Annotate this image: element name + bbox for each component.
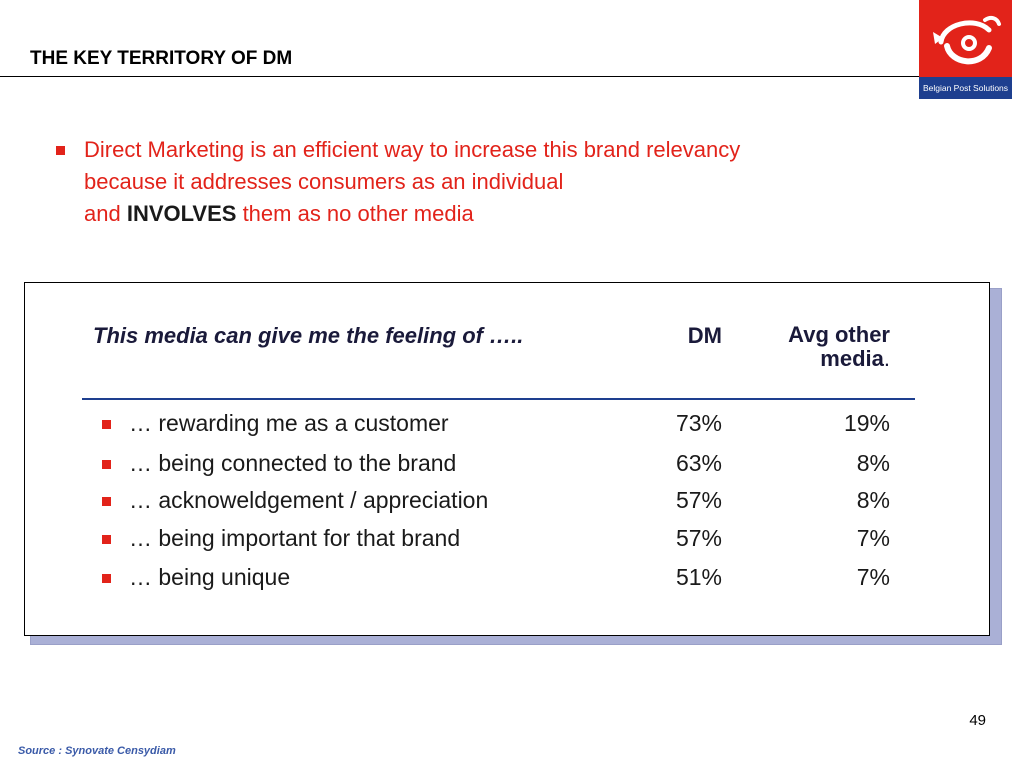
row-label: … being important for that brand: [129, 525, 461, 551]
column-header-dm: DM: [687, 323, 722, 348]
logo-wordmark: Belgian Post Solutions: [919, 77, 1012, 99]
intro-line-2: because it addresses consumers as an ind…: [84, 169, 564, 194]
row-bullet-icon: [102, 420, 111, 429]
column-header-avg-line-2: media.: [740, 347, 890, 371]
column-header-avg-line-1: Avg other: [788, 322, 890, 347]
table-row: … being connected to the brand 63% 8%: [0, 450, 1012, 488]
table-row: … rewarding me as a customer 73% 19%: [0, 410, 1012, 448]
intro-line-3: and INVOLVES them as no other media: [84, 198, 924, 230]
row-dm-value: 57%: [675, 487, 722, 513]
row-label: … being unique: [129, 564, 291, 590]
row-bullet-icon: [102, 497, 111, 506]
intro-emphasis: INVOLVES: [126, 201, 237, 226]
row-dm-value: 73%: [675, 410, 722, 436]
intro-line-1: Direct Marketing is an efficient way to …: [84, 137, 741, 162]
row-bullet-icon: [102, 460, 111, 469]
intro-bullet-icon: [56, 146, 65, 155]
table-row: … being important for that brand 57% 7%: [0, 525, 1012, 563]
column-header-avg-word: media: [820, 346, 884, 371]
column-header-avg: Avg other media.: [740, 323, 890, 371]
intro-line-3-pre: and: [84, 201, 127, 226]
slide-title: THE KEY TERRITORY OF DM: [30, 48, 293, 69]
post-horn-icon: [933, 15, 1001, 65]
row-dm-value: 51%: [675, 564, 722, 590]
row-avg-value: 19%: [843, 410, 890, 436]
title-divider: [0, 76, 920, 77]
table-row: … acknoweldgement / appreciation 57% 8%: [0, 487, 1012, 525]
belgian-post-logo: Belgian Post Solutions: [919, 0, 1012, 99]
intro-statement: Direct Marketing is an efficient way to …: [84, 134, 924, 230]
row-avg-value: 7%: [856, 564, 890, 590]
row-dm-value: 57%: [675, 525, 722, 551]
row-bullet-icon: [102, 535, 111, 544]
table-heading: This media can give me the feeling of ….…: [93, 323, 524, 348]
row-bullet-icon: [102, 574, 111, 583]
page-number: 49: [969, 712, 986, 729]
table-box: [24, 282, 990, 636]
row-label: … being connected to the brand: [129, 450, 457, 476]
row-label: … acknoweldgement / appreciation: [129, 487, 489, 513]
row-avg-value: 7%: [856, 525, 890, 551]
source-note: Source : Synovate Censydiam: [18, 745, 176, 757]
row-label: … rewarding me as a customer: [129, 410, 449, 436]
table-row: … being unique 51% 7%: [0, 564, 1012, 602]
column-header-avg-dot: .: [883, 346, 890, 371]
row-dm-value: 63%: [675, 450, 722, 476]
intro-line-3-post: them as no other media: [236, 201, 474, 226]
row-avg-value: 8%: [856, 487, 890, 513]
table-header-rule: [82, 398, 915, 400]
row-avg-value: 8%: [856, 450, 890, 476]
